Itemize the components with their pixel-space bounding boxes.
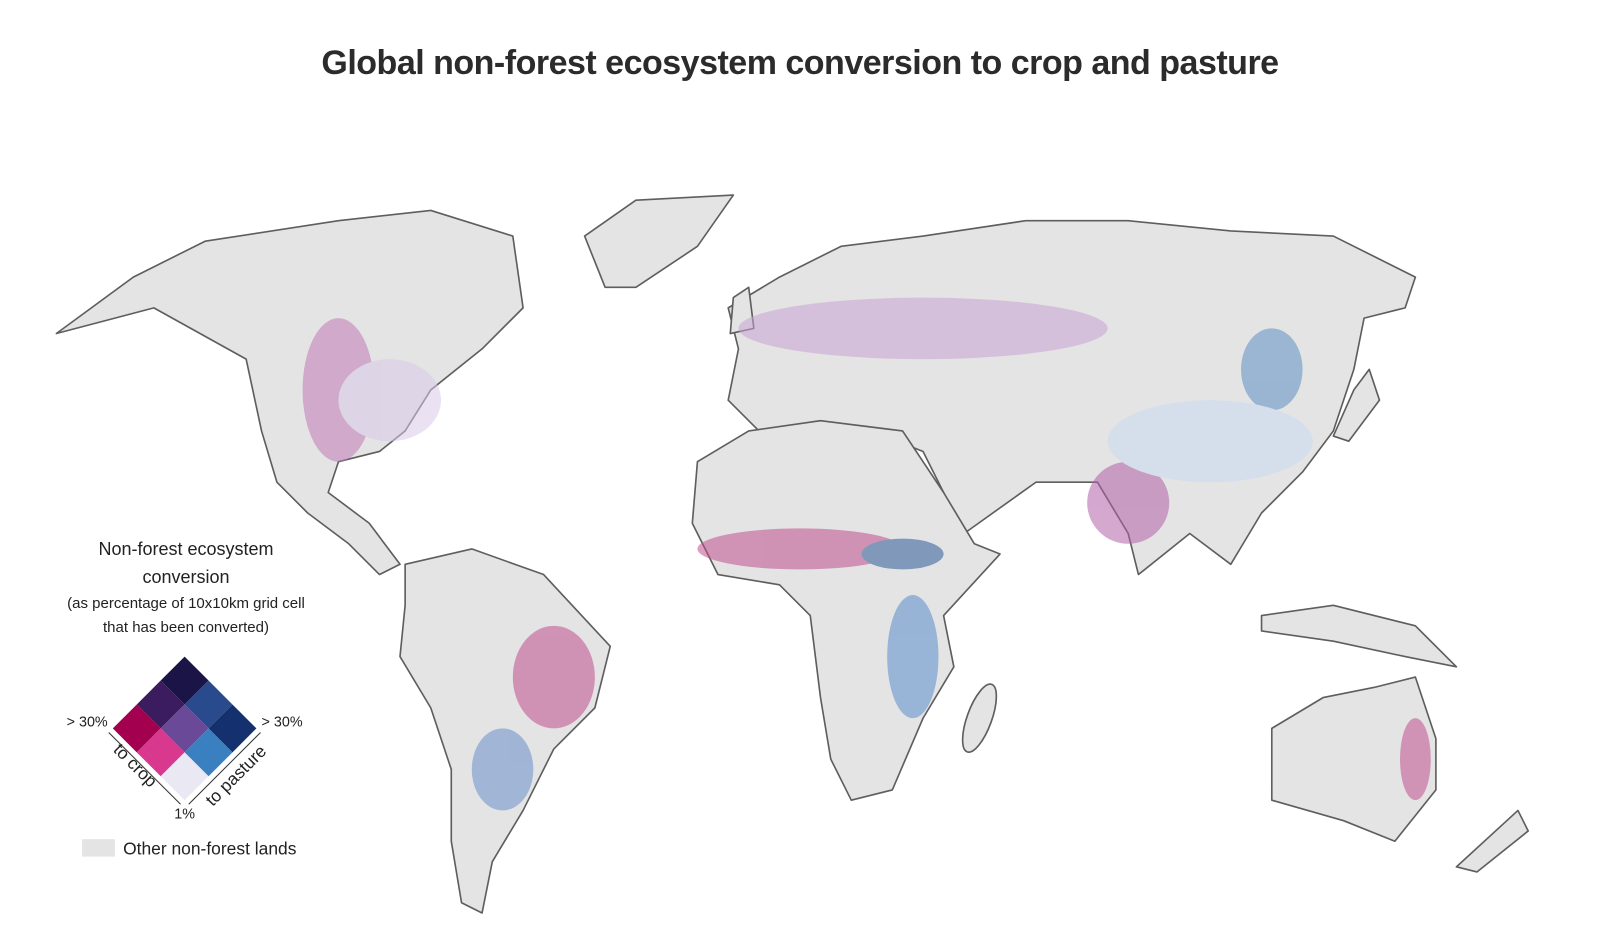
australia — [1270, 676, 1437, 843]
conversion-area — [1241, 328, 1303, 411]
madagascar — [961, 683, 998, 753]
legend-title: Non-forest ecosystem conversion — [98, 539, 274, 587]
other-label: Other non-forest lands — [123, 839, 297, 859]
islands — [1260, 604, 1458, 668]
japan — [1332, 368, 1381, 443]
pasture-axis-line — [188, 732, 261, 805]
conversion-area — [471, 728, 534, 811]
conversion-area — [738, 297, 1108, 360]
conversion-area — [697, 528, 903, 570]
crop-axis-line — [108, 732, 181, 805]
conversion-area — [1087, 461, 1170, 544]
pasture-max-label: > 30% — [262, 714, 303, 730]
new-zealand — [1455, 809, 1530, 873]
legend-subtitle: (as percentage of 10x10km grid cell that… — [67, 595, 305, 636]
crop-max-label: > 30% — [67, 714, 108, 730]
conversion-area — [887, 595, 939, 719]
conversion-pattern — [302, 297, 1431, 811]
conversion-area — [1400, 718, 1431, 801]
north-america — [55, 209, 524, 576]
other-swatch — [82, 839, 115, 857]
conversion-area — [861, 538, 944, 570]
legend-axes — [108, 732, 261, 805]
greenland — [583, 194, 735, 289]
min-label: 1% — [174, 807, 195, 823]
conversion-area — [512, 625, 595, 729]
conversion-area — [1107, 400, 1313, 483]
map-title: Global non-forest ecosystem conversion t… — [321, 44, 1279, 82]
conversion-area — [338, 359, 442, 442]
